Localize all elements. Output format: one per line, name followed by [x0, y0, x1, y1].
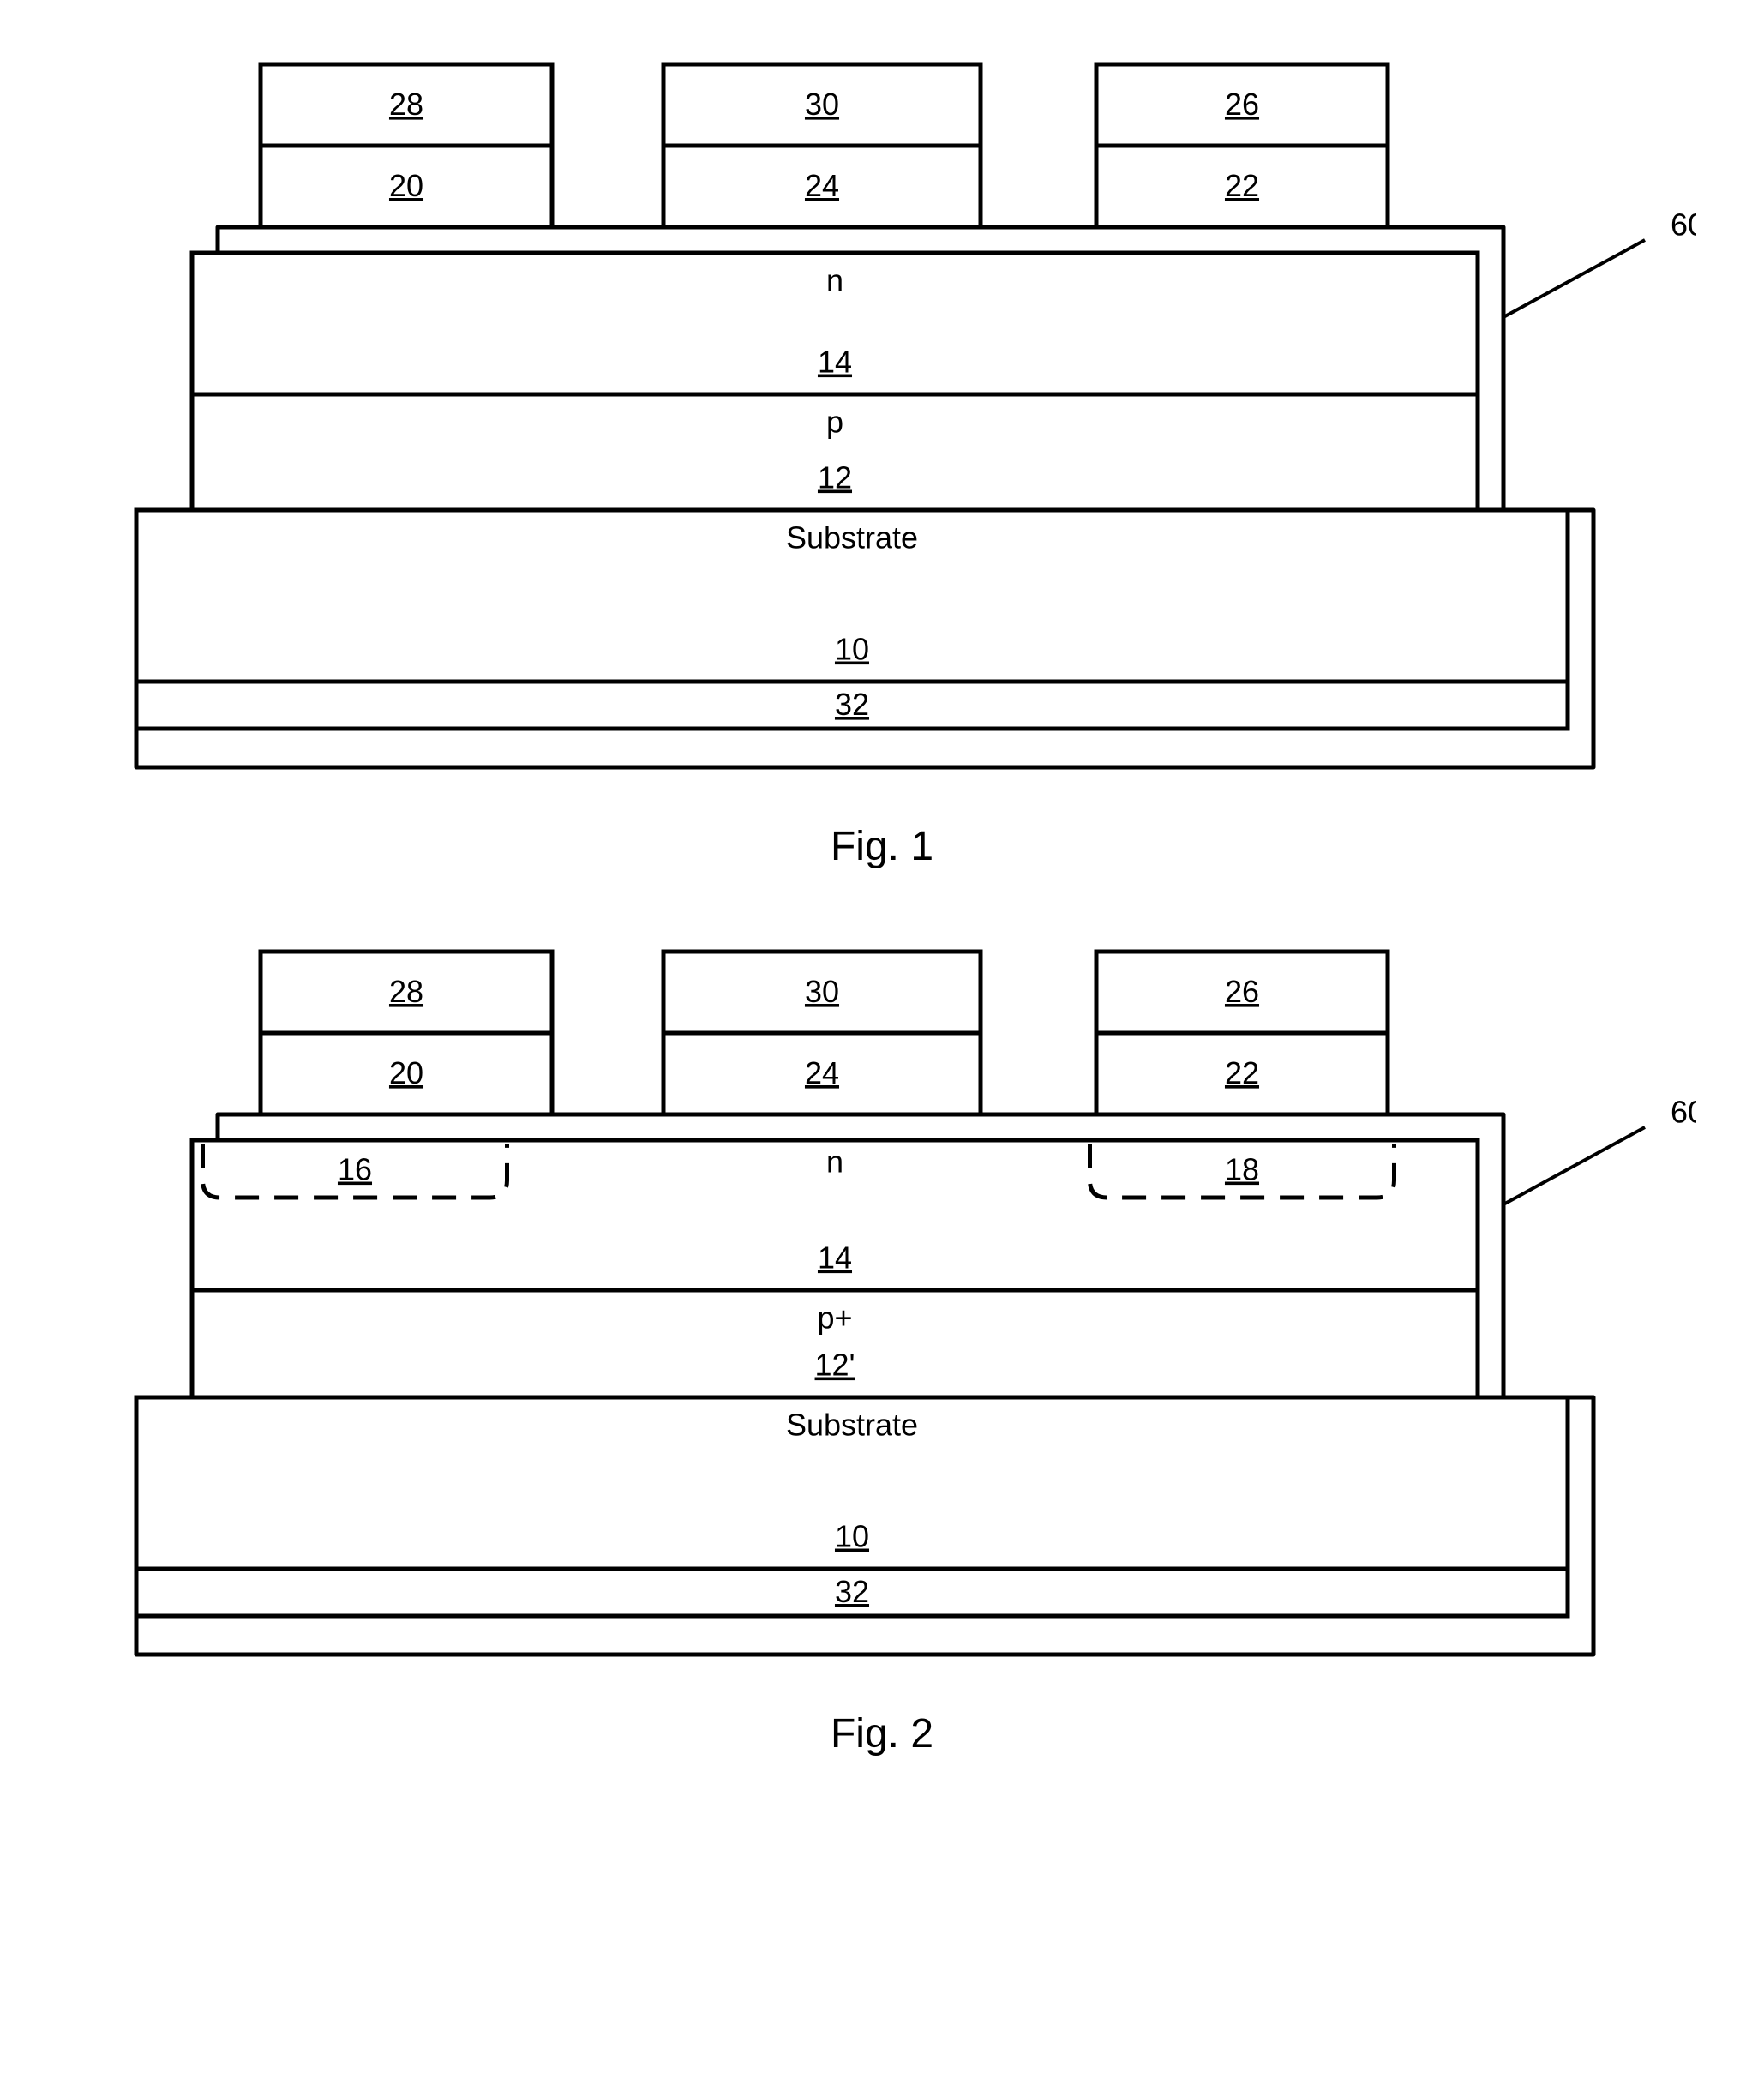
svg-text:32: 32 — [835, 1574, 869, 1609]
svg-text:30: 30 — [805, 87, 839, 122]
svg-text:p: p — [826, 405, 843, 440]
svg-text:32: 32 — [835, 687, 869, 722]
svg-text:20: 20 — [389, 168, 423, 203]
svg-text:30: 30 — [805, 974, 839, 1009]
svg-text:p+: p+ — [817, 1300, 852, 1336]
svg-text:n: n — [826, 263, 843, 298]
svg-text:12: 12 — [818, 460, 852, 495]
svg-text:14: 14 — [818, 345, 852, 380]
svg-text:28: 28 — [389, 974, 423, 1009]
figure-1: n 14 p 12 Substrate 10 32 28 20 30 24 26 22 60 Fig. 1 — [68, 34, 1696, 870]
svg-text:28: 28 — [389, 87, 423, 122]
svg-text:10: 10 — [835, 632, 869, 667]
svg-text:18: 18 — [1225, 1152, 1259, 1187]
svg-text:n: n — [826, 1144, 843, 1180]
svg-text:20: 20 — [389, 1055, 423, 1090]
fig2-svg: n 14 p+ 12' Substrate 10 32 16 18 28 20 30 24 26 22 60 — [68, 922, 1696, 1693]
svg-text:16: 16 — [338, 1152, 372, 1187]
figure-2: n14p+12'Substrate1032161828203024262260 … — [68, 922, 1696, 1757]
fig1-caption: Fig. 1 — [68, 823, 1696, 870]
svg-text:24: 24 — [805, 168, 839, 203]
svg-text:10: 10 — [835, 1519, 869, 1554]
fig1-svg: n 14 p 12 Substrate 10 32 28 20 30 24 26 22 60 — [68, 34, 1696, 806]
svg-text:Substrate: Substrate — [786, 520, 918, 556]
svg-text:26: 26 — [1225, 87, 1259, 122]
svg-text:22: 22 — [1225, 168, 1259, 203]
svg-text:22: 22 — [1225, 1055, 1259, 1090]
svg-text:24: 24 — [805, 1055, 839, 1090]
svg-text:Substrate: Substrate — [786, 1408, 918, 1443]
svg-text:60: 60 — [1671, 1095, 1696, 1130]
fig2-caption: Fig. 2 — [68, 1710, 1696, 1757]
svg-text:26: 26 — [1225, 974, 1259, 1009]
svg-text:60: 60 — [1671, 207, 1696, 243]
svg-text:12': 12' — [815, 1348, 855, 1383]
svg-text:14: 14 — [818, 1240, 852, 1276]
